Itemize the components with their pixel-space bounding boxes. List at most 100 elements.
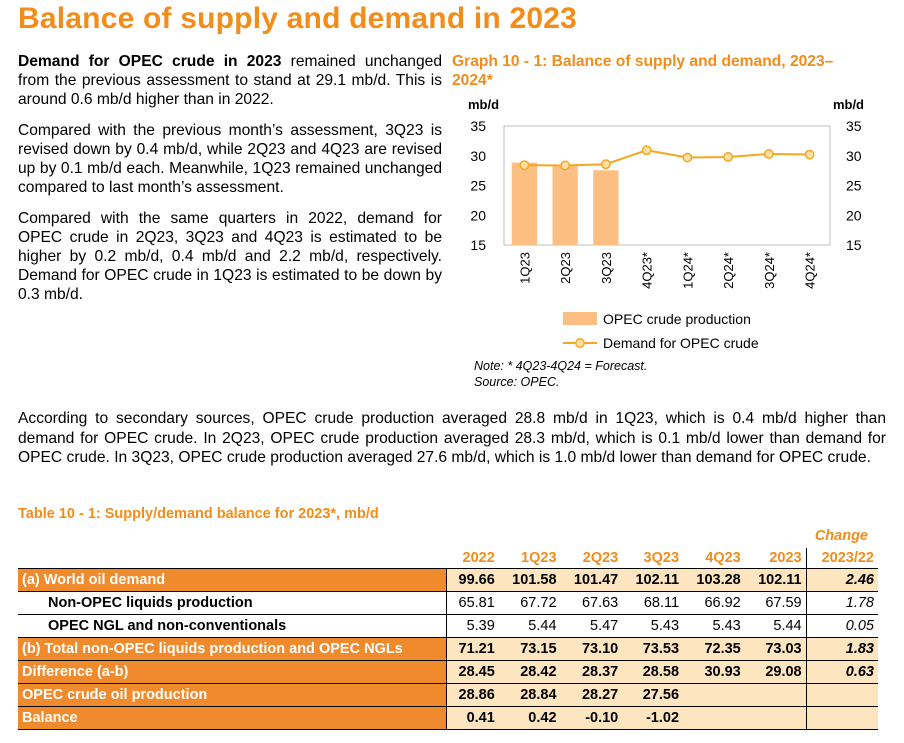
x-tick-label: 2Q24* xyxy=(721,252,736,289)
cell-value: 73.53 xyxy=(622,637,684,661)
cell-change: 1.78 xyxy=(805,591,878,615)
bar-opec-production xyxy=(593,170,619,245)
cell-value: 102.11 xyxy=(744,568,807,592)
y-tick-right: 15 xyxy=(846,237,862,253)
cell-change: 2.46 xyxy=(805,568,878,592)
y-tick-right: 25 xyxy=(846,178,862,194)
cell-change xyxy=(805,683,878,707)
x-tick-label: 3Q24* xyxy=(762,252,777,289)
y-tick-right: 35 xyxy=(846,118,862,134)
x-tick-label: 1Q23 xyxy=(517,252,532,284)
cell-value: 65.81 xyxy=(445,591,499,615)
legend-swatch-point xyxy=(575,338,585,348)
x-tick-label: 1Q24* xyxy=(680,252,695,289)
paragraph-revisions: Compared with the previous month’s asses… xyxy=(18,122,442,196)
y-axis-left-label: mb/d xyxy=(468,97,499,112)
cell-value: 0.42 xyxy=(498,706,561,730)
header-2q23: 2Q23 xyxy=(582,550,619,566)
table-row: (a) World oil demand 99.66 101.58 101.47 102… xyxy=(18,568,878,592)
cell-value: 5.39 xyxy=(445,614,499,638)
paragraph-lead-bold: Demand for OPEC crude in 2023 xyxy=(18,53,282,70)
cell-value: -1.02 xyxy=(622,706,684,730)
cell-value: 103.28 xyxy=(683,568,745,592)
point-demand xyxy=(682,152,693,163)
graph-title: Graph 10 - 1: Balance of supply and dema… xyxy=(452,53,834,89)
point-demand xyxy=(723,151,734,162)
row-label: OPEC NGL and non-conventionals xyxy=(18,614,446,638)
y-tick-left: 25 xyxy=(470,178,486,194)
cell-value: 28.27 xyxy=(560,683,623,707)
header-label-cell xyxy=(18,548,446,569)
cell-change: 1.83 xyxy=(805,637,878,661)
x-tick-label: 4Q23* xyxy=(640,252,655,289)
table-row: Balance 0.41 0.42 -0.10 -1.02 xyxy=(18,706,878,730)
table-row: (b) Total non-OPEC liquids production an… xyxy=(18,637,878,661)
cell-value: 0.41 xyxy=(445,706,499,730)
cell-value: 66.92 xyxy=(683,591,745,615)
y-tick-left: 35 xyxy=(470,118,486,134)
cell-value: 102.11 xyxy=(622,568,684,592)
y-tick-left: 20 xyxy=(470,207,486,223)
legend-swatch-bar xyxy=(563,312,597,325)
cell-value: 5.44 xyxy=(744,614,807,638)
cell-value: 28.37 xyxy=(560,660,623,684)
header-2022: 2022 xyxy=(462,550,495,566)
paragraph-demand-2023: Demand for OPEC crude in 2023 remained u… xyxy=(18,52,442,109)
cell-value: 101.47 xyxy=(560,568,623,592)
bar-opec-production xyxy=(511,162,538,245)
legend-label-demand: Demand for OPEC crude xyxy=(603,335,759,351)
header-4q23: 4Q23 xyxy=(705,550,741,566)
cell-value: 101.58 xyxy=(498,568,561,592)
cell-value: 72.35 xyxy=(683,637,745,661)
line-demand-opec-crude xyxy=(524,149,810,167)
chart-source: Source: OPEC. xyxy=(474,375,560,389)
cell-value: 5.44 xyxy=(498,614,561,638)
cell-value: 73.03 xyxy=(744,637,807,661)
change-column-label: Change xyxy=(814,528,868,544)
chart-note: Note: * 4Q23-4Q24 = Forecast. xyxy=(474,359,648,373)
table-row: Non-OPEC liquids production 65.81 67.72 67.… xyxy=(18,591,878,615)
table-row: Difference (a-b) 28.45 28.42 28.37 28.58 30.9… xyxy=(18,660,878,684)
cell-value: 28.58 xyxy=(622,660,684,684)
header-change: 2023/22 xyxy=(805,548,878,569)
cell-value: 68.11 xyxy=(622,591,684,615)
legend-label-production: OPEC crude production xyxy=(603,311,751,327)
cell-change xyxy=(805,706,878,730)
cell-value xyxy=(683,706,745,730)
point-demand xyxy=(519,160,530,171)
cell-value xyxy=(683,683,745,707)
header-2023: 2023 xyxy=(769,550,802,566)
cell-value: 28.84 xyxy=(498,683,561,707)
cell-value: 28.45 xyxy=(445,660,499,684)
paragraph-secondary-sources: According to secondary sources, OPEC cru… xyxy=(18,410,886,466)
y-tick-left: 15 xyxy=(470,237,486,253)
y-axis-right-label: mb/d xyxy=(833,97,864,112)
plot-area xyxy=(503,125,831,246)
y-tick-left: 30 xyxy=(470,148,486,164)
table-row: OPEC NGL and non-conventionals 5.39 5.44 5.… xyxy=(18,614,878,638)
header-1q23: 1Q23 xyxy=(521,550,557,566)
row-label: Balance xyxy=(18,706,446,730)
point-demand xyxy=(804,149,815,160)
row-label: (b) Total non-OPEC liquids production an… xyxy=(18,637,446,661)
cell-value: 5.43 xyxy=(622,614,684,638)
header-3q23: 3Q23 xyxy=(643,550,680,566)
cell-value: 73.15 xyxy=(498,637,561,661)
table-title: Table 10 - 1: Supply/demand balance for … xyxy=(18,506,379,522)
cell-value xyxy=(744,683,807,707)
cell-value: 67.72 xyxy=(498,591,561,615)
point-demand xyxy=(600,159,611,170)
row-label: Difference (a-b) xyxy=(18,660,446,684)
point-demand xyxy=(763,149,774,159)
cell-value: 73.10 xyxy=(560,637,623,661)
cell-value: 29.08 xyxy=(744,660,807,684)
chart-note-block: Note: * 4Q23-4Q24 = Forecast. Source: OP… xyxy=(474,358,647,390)
bar-opec-production xyxy=(552,166,578,245)
cell-value: 5.43 xyxy=(683,614,745,638)
x-tick-label: 2Q23 xyxy=(558,252,573,284)
paragraph-body: remained unchanged from the previous ass… xyxy=(18,53,442,108)
y-tick-right: 30 xyxy=(846,148,862,164)
supply-demand-chart: mb/d mb/d 15 15 20 20 25 25 30 30 35 35 1Q23 2Q23 3Q23… xyxy=(468,97,864,351)
page-title: Balance of supply and demand in 2023 xyxy=(18,2,578,35)
x-tick-label: 4Q24* xyxy=(803,252,818,289)
